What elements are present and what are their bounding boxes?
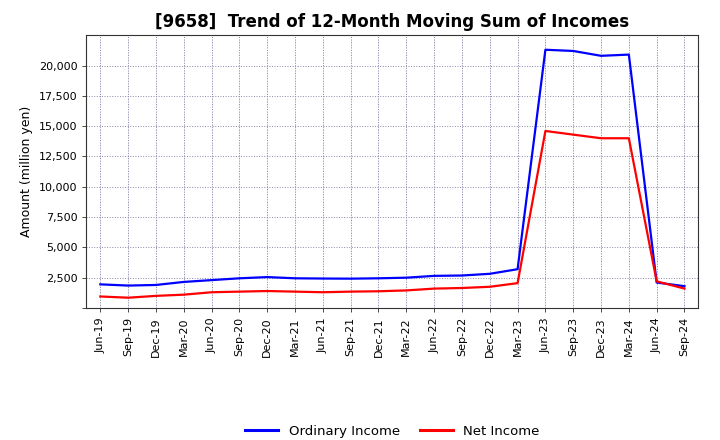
Title: [9658]  Trend of 12-Month Moving Sum of Incomes: [9658] Trend of 12-Month Moving Sum of I… (156, 13, 629, 31)
Legend: Ordinary Income, Net Income: Ordinary Income, Net Income (240, 420, 545, 440)
Y-axis label: Amount (million yen): Amount (million yen) (20, 106, 33, 237)
